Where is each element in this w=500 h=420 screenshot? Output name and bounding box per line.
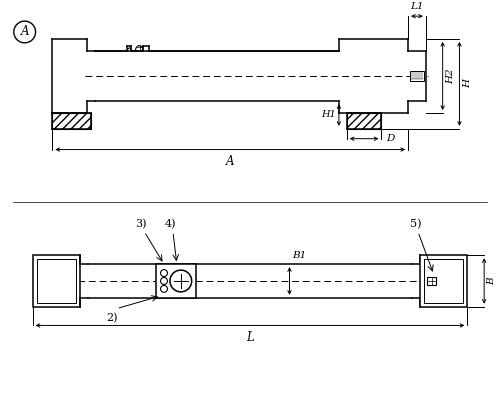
- Bar: [420, 255, 468, 307]
- Circle shape: [160, 278, 168, 284]
- Bar: [424, 259, 464, 303]
- Circle shape: [170, 270, 192, 292]
- Circle shape: [160, 286, 168, 292]
- Text: B1: B1: [292, 251, 306, 260]
- Bar: [428, 276, 436, 286]
- Text: L: L: [246, 331, 254, 344]
- Text: A: A: [226, 155, 234, 168]
- Bar: [32, 255, 80, 307]
- Text: 4): 4): [165, 219, 176, 230]
- Text: L1: L1: [410, 2, 424, 11]
- Bar: [347, 113, 382, 129]
- Text: D: D: [386, 134, 394, 143]
- Text: 5): 5): [410, 219, 422, 230]
- Bar: [52, 113, 91, 129]
- Circle shape: [160, 270, 168, 276]
- Text: H: H: [464, 79, 472, 88]
- Bar: [156, 264, 196, 298]
- Text: 3): 3): [136, 219, 147, 230]
- Text: H2: H2: [446, 68, 456, 84]
- Bar: [410, 71, 424, 81]
- Bar: [36, 259, 76, 303]
- Text: H1: H1: [321, 110, 336, 119]
- Text: 2): 2): [106, 312, 118, 323]
- Text: B: B: [487, 277, 496, 285]
- Text: A: A: [20, 26, 29, 39]
